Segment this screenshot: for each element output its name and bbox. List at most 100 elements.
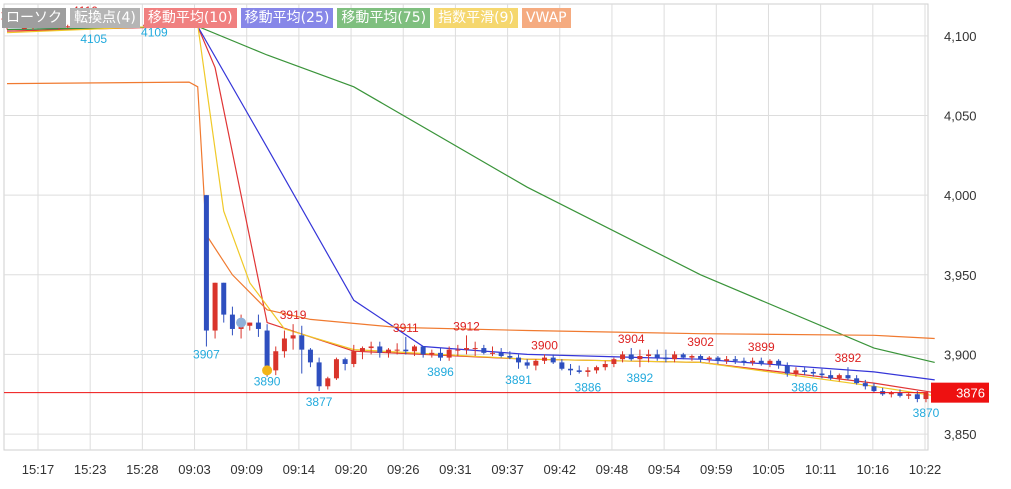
candle-body [698,356,704,360]
candle-body [810,371,816,374]
high-price-label: 3899 [748,340,775,354]
candle-body [290,335,296,339]
low-price-label: 3870 [913,406,940,420]
candle-body [620,354,626,360]
candle-body [819,373,825,376]
x-tick-label: 09:20 [335,462,368,477]
high-price-label: 3904 [618,332,645,346]
candle-body [845,375,851,379]
y-tick-label: 4,050 [944,109,977,124]
candle-body [758,360,764,364]
candle-body [646,354,652,357]
legend-candles-button[interactable]: ローソク [2,8,66,28]
low-price-label: 3896 [427,365,454,379]
candle-body [767,360,773,364]
y-tick-label: 3,900 [944,347,977,362]
series-line [6,25,935,363]
candle-body [663,357,669,360]
x-tick-label: 15:23 [74,462,107,477]
candle-body [351,351,357,364]
candle-body [706,357,712,360]
candle-body [212,282,218,331]
low-price-label: 3886 [791,381,818,395]
legend-ma75-button[interactable]: 移動平均(75) [337,8,431,28]
high-price-label: 3892 [835,351,862,365]
candle-body [221,282,227,315]
candle-body [793,370,799,374]
plot-frame [3,3,929,451]
candle-body [559,362,565,369]
candle-body [784,365,790,374]
x-tick-label: 09:03 [178,462,211,477]
candle-body [862,383,868,387]
candle-body [550,357,556,363]
candle-body [741,360,747,363]
x-tick-label: 10:16 [857,462,890,477]
candle-body [637,356,643,360]
candle-body [446,349,452,358]
candle-body [888,392,894,395]
low-price-label: 4109 [141,26,168,40]
candle-body [403,349,409,352]
candle-body [585,370,591,372]
legend-vwap-button[interactable]: VWAP [521,8,571,28]
candle-body [333,359,339,379]
high-price-label: 3900 [531,338,558,352]
candle-body [437,352,443,358]
high-price-label: 3919 [280,308,307,322]
candle-body [542,357,548,361]
x-tick-label: 09:48 [596,462,629,477]
candle-body [732,359,738,361]
x-tick-label: 09:09 [230,462,263,477]
high-price-label: 3911 [393,321,419,335]
candle-body [368,346,374,349]
candle-body [299,335,305,350]
candle-body [914,394,920,400]
candle-body [516,357,522,363]
candle-body [490,352,496,354]
candle-body [611,359,617,364]
x-tick-label: 15:17 [22,462,55,477]
candle-body [281,338,287,352]
legend-ma25-button[interactable]: 移動平均(25) [240,8,334,28]
candle-body [828,375,834,379]
current-price-label: 3876 [956,386,985,401]
x-tick-label: 10:11 [805,462,837,477]
candle-body [247,322,253,326]
y-tick-label: 3,950 [944,268,977,283]
legend-ma10-button[interactable]: 移動平均(10) [143,8,237,28]
low-price-label: 3891 [505,373,532,387]
legend-pivot-button[interactable]: 転換点(4) [70,8,140,28]
candle-body [507,356,513,358]
candle-body [325,378,331,387]
x-tick-label: 09:42 [543,462,576,477]
candle-body [342,359,348,364]
candle-body [498,352,504,357]
pivot-marker [262,365,273,376]
candle-body [264,330,270,371]
y-tick-label: 4,100 [944,29,977,44]
candle-body [897,392,903,396]
candle-body [776,360,782,366]
candle-body [394,349,400,351]
candle-body [65,26,71,28]
x-tick-label: 10:22 [909,462,942,477]
low-price-label: 3886 [575,381,602,395]
candle-body [715,357,721,361]
candle-body [802,370,808,372]
candle-body [680,354,686,358]
candle-body [602,363,608,368]
candle-body [654,354,660,358]
current-price-badge [931,382,989,403]
candle-body [836,375,842,379]
y-tick-label: 3,850 [944,427,977,442]
low-price-label: 3907 [193,347,220,361]
high-price-label: 3902 [687,335,714,349]
candle-body [576,370,582,372]
candle-body [854,378,860,384]
legend-ema9-button[interactable]: 指数平滑(9) [434,8,518,28]
x-tick-label: 09:14 [283,462,316,477]
candle-body [594,367,600,371]
low-price-label: 3877 [306,395,333,409]
